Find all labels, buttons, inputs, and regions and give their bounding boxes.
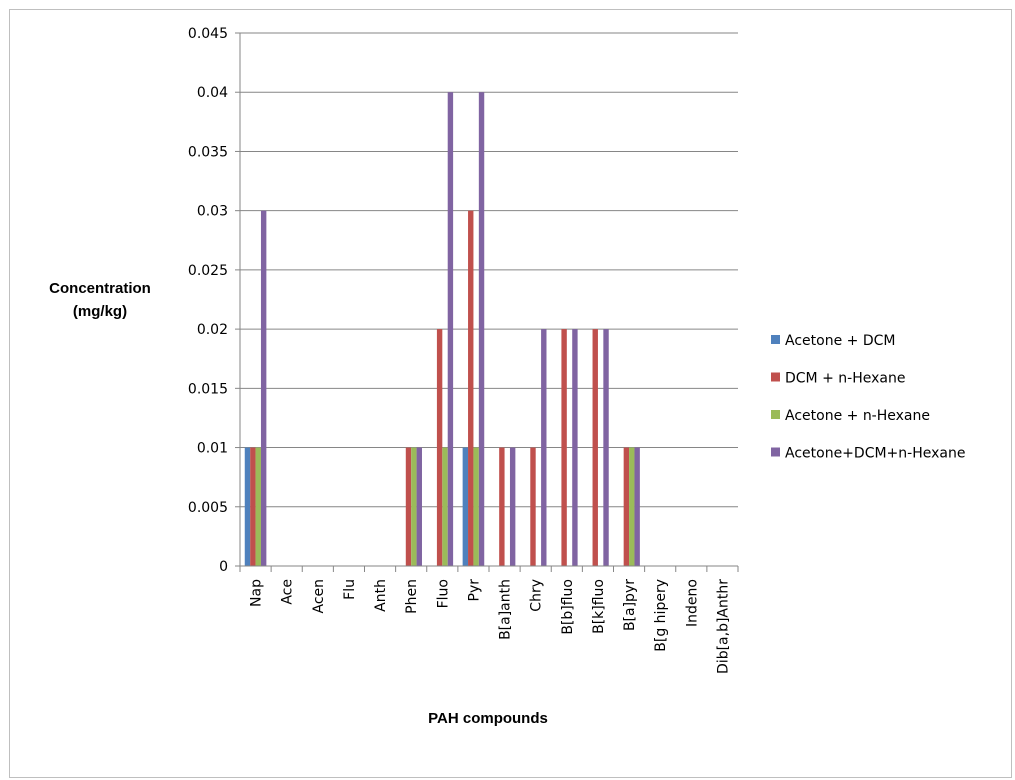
bar-dcm-n-hexane bbox=[436, 329, 443, 566]
bar-acetone-dcm-n-hexane bbox=[416, 447, 422, 566]
chart-frame bbox=[9, 9, 1012, 778]
bar-acetone-dcm-n-hexane bbox=[447, 92, 454, 566]
bar-acetone-n-hexane bbox=[411, 447, 417, 566]
x-tick-label: Chry bbox=[529, 579, 545, 612]
y-tick-label: 0.045 bbox=[188, 26, 228, 42]
y-tick-label: 0.005 bbox=[188, 500, 228, 516]
x-tick-label: B[g hipery bbox=[653, 579, 669, 652]
y-axis-title-line-2: (mg/kg) bbox=[73, 303, 127, 320]
legend-label: Acetone + DCM bbox=[785, 333, 895, 349]
bar-acetone-dcm-n-hexane bbox=[509, 447, 516, 566]
x-tick-label: Phen bbox=[404, 579, 420, 614]
y-tick-label: 0.04 bbox=[197, 85, 228, 101]
x-tick-label: B[b]fluo bbox=[560, 579, 576, 635]
x-tick-label: Acе bbox=[280, 579, 296, 605]
legend-label: Acetone+DCM+n-Hexane bbox=[785, 446, 965, 462]
bar-acetone-dcm-n-hexane bbox=[572, 329, 578, 566]
bar-dcm-n-hexane bbox=[499, 447, 505, 566]
bar-acetone-dcm-n-hexane bbox=[260, 210, 267, 566]
legend-label: Acetone + n-Hexane bbox=[785, 408, 930, 424]
x-tick-label: Anth bbox=[373, 579, 389, 612]
x-axis-title: PAH compounds bbox=[428, 710, 548, 727]
y-tick-label: 0.015 bbox=[188, 381, 228, 397]
bar-dcm-n-hexane bbox=[250, 447, 256, 566]
bar-acetone-dcm-n-hexane bbox=[634, 447, 640, 566]
y-tick-label: 0.02 bbox=[197, 322, 228, 338]
legend: Acetone + DCM DCM + n-Hexane Acetone + n-H… bbox=[771, 333, 965, 462]
y-tick-label: 0.035 bbox=[188, 144, 228, 160]
bar-acetone-n-hexane bbox=[442, 447, 448, 566]
x-tick-label: B[a]anth bbox=[498, 579, 514, 640]
bar-dcm-n-hexane bbox=[405, 447, 412, 566]
bar-acetone-dcm-n-hexane bbox=[478, 92, 485, 566]
bars bbox=[244, 92, 640, 566]
bar-acetone-n-hexane bbox=[629, 447, 635, 566]
bar-dcm-n-hexane bbox=[592, 329, 598, 566]
y-tick-labels: 0 0.005 0.01 0.015 0.02 0.025 0.03 0.035 0.04 0.0… bbox=[188, 26, 228, 575]
x-tick-label: Dib[a,b]Anthr bbox=[715, 579, 731, 674]
bar-dcm-n-hexane bbox=[561, 329, 567, 566]
x-tick-labels: Nap Acе Acen Flu Anth Phen Fluo Pyr B[a]anth Chry… bbox=[249, 579, 732, 674]
x-tick-label: Acen bbox=[311, 579, 327, 614]
bar-dcm-n-hexane bbox=[530, 447, 536, 566]
x-tick-label: B[k]fluo bbox=[591, 579, 607, 634]
legend-swatch bbox=[771, 447, 780, 457]
bar-acetone-dcm-n-hexane bbox=[603, 329, 609, 566]
y-tick-label: 0 bbox=[219, 559, 228, 575]
bar-acetone-n-hexane bbox=[473, 447, 479, 566]
legend-swatch bbox=[771, 372, 780, 382]
bar-acetone-dcm bbox=[462, 447, 469, 566]
bar-dcm-n-hexane bbox=[468, 210, 474, 566]
legend-swatch bbox=[771, 335, 780, 344]
y-tick-label: 0.01 bbox=[197, 441, 228, 457]
x-tick-label: Pyr bbox=[466, 579, 482, 602]
y-tick-label: 0.03 bbox=[197, 204, 228, 220]
x-tick-label: Nap bbox=[249, 579, 265, 607]
y-tick-label: 0.025 bbox=[188, 263, 228, 279]
bar-acetone-dcm-n-hexane bbox=[541, 329, 547, 566]
y-axis-title-line-1: Concentration bbox=[49, 280, 151, 297]
x-tick-label: Flu bbox=[342, 579, 358, 600]
x-tick-label: Indeno bbox=[684, 579, 700, 627]
legend-label: DCM + n-Hexane bbox=[785, 371, 905, 387]
legend-swatch bbox=[771, 410, 780, 419]
axes bbox=[235, 32, 739, 572]
bar-acetone-dcm bbox=[244, 447, 251, 566]
x-tick-label: B[a]pyr bbox=[622, 579, 638, 631]
bar-acetone-n-hexane bbox=[255, 447, 261, 566]
bar-dcm-n-hexane bbox=[623, 447, 630, 566]
x-tick-label: Fluo bbox=[435, 579, 451, 608]
gridlines bbox=[240, 32, 738, 508]
